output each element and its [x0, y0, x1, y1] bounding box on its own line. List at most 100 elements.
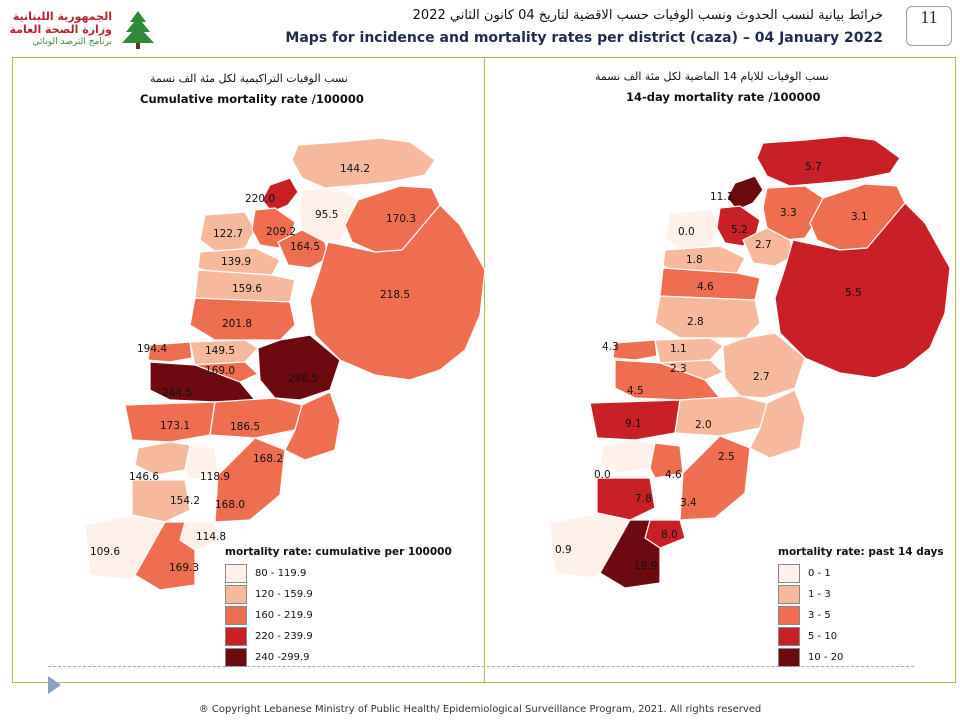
legend-item: 240 -299.9: [225, 647, 452, 668]
legend-item: 80 - 119.9: [225, 563, 452, 584]
legend-swatch: [778, 606, 800, 625]
district-value-label: 194.4: [137, 343, 167, 355]
district-value-label: 2.0: [695, 419, 712, 431]
district-value-label: 5.7: [805, 161, 822, 173]
legend-label: 3 - 5: [808, 610, 831, 621]
district-shape: [612, 339, 658, 361]
legend-item: 5 - 10: [778, 626, 944, 647]
district-value-label: 186.5: [230, 421, 260, 433]
district-value-label: 139.9: [221, 256, 251, 268]
district-value-label: 168.0: [215, 499, 245, 511]
logo-line-1: الجمهورية اللبنانية: [12, 10, 112, 23]
district-shape: [726, 175, 764, 211]
district-value-label: 9.1: [625, 418, 642, 430]
title-arabic: خرائط بيانية لنسب الحدوث ونسب الوفيات حس…: [412, 8, 883, 23]
slide-header: الجمهورية اللبنانية وزارة الصحة العامة ب…: [0, 0, 960, 56]
legend-label: 220 - 239.9: [255, 631, 313, 642]
district-value-label: 7.8: [635, 493, 652, 505]
logo-line-2: وزارة الصحة العامة: [9, 23, 113, 36]
district-value-label: 2.3: [670, 363, 687, 375]
district-value-label: 118.9: [200, 471, 230, 483]
legend-swatch: [225, 585, 247, 604]
district-value-label: 154.2: [170, 495, 200, 507]
right-title-english: 14-day mortality rate /100000: [626, 90, 821, 104]
14day-mortality-map: 5.7 11.1 3.3 3.1 0.0 5.2 2.7 1.8 5.5 4.6 2.8 4.3 1.1…: [549, 135, 951, 589]
district-shape: [131, 479, 191, 523]
logo-line-3: برنامج الترصد الوبائي: [32, 37, 112, 47]
legend-item: 160 - 219.9: [225, 605, 452, 626]
district-value-label: 3.3: [780, 207, 797, 219]
district-value-label: 173.1: [160, 420, 190, 432]
legend-swatch: [778, 648, 800, 667]
legend-item: 3 - 5: [778, 605, 944, 626]
district-value-label: 2.7: [755, 239, 772, 251]
district-shape: [189, 339, 259, 366]
left-legend: mortality rate: cumulative per 100000 80…: [225, 546, 452, 668]
legend-item: 10 - 20: [778, 647, 944, 668]
district-value-label: 5.5: [845, 287, 862, 299]
district-value-label: 209.2: [266, 226, 296, 238]
legend-swatch: [225, 627, 247, 646]
district-shape: [762, 185, 824, 241]
district-value-label: 1.1: [670, 343, 687, 355]
district-value-label: 109.6: [90, 546, 120, 558]
title-english: Maps for incidence and mortality rates p…: [285, 30, 883, 46]
cedar-icon: [122, 11, 154, 49]
district-shape: [674, 395, 768, 437]
legend-item: 0 - 1: [778, 563, 944, 584]
district-value-label: 286.5: [288, 373, 318, 385]
district-value-label: 169.3: [169, 562, 199, 574]
district-shape: [257, 334, 341, 401]
district-shape: [774, 202, 951, 379]
district-shape: [756, 135, 901, 187]
legend-swatch: [225, 564, 247, 583]
district-value-label: 169.0: [205, 365, 235, 377]
copyright-footer: ® Copyright Lebanese Ministry of Public …: [198, 704, 762, 715]
legend-label: 1 - 3: [808, 589, 831, 600]
district-value-label: 2.8: [687, 316, 704, 328]
district-value-label: 1.8: [686, 254, 703, 266]
district-shape: [284, 391, 341, 461]
district-value-label: 122.7: [213, 228, 243, 240]
district-shape: [664, 209, 721, 254]
district-shape: [309, 204, 486, 381]
district-value-label: 201.8: [222, 318, 252, 330]
district-value-label: 114.8: [196, 531, 226, 543]
district-value-label: 3.4: [680, 497, 697, 509]
district-shape: [589, 399, 681, 441]
district-shape: [654, 337, 724, 364]
legend-label: 160 - 219.9: [255, 610, 313, 621]
district-value-label: 5.2: [731, 224, 748, 236]
cumulative-mortality-map: 144.2 220.0 95.5 170.3 122.7 209.2 164.5 139.9 2…: [84, 137, 486, 591]
district-value-label: 168.2: [253, 453, 283, 465]
legend-label: 240 -299.9: [255, 652, 310, 663]
district-value-label: 19.9: [634, 560, 657, 572]
legend-swatch: [778, 585, 800, 604]
district-shape: [649, 442, 684, 479]
district-value-label: 170.3: [386, 213, 416, 225]
legend-label: 10 - 20: [808, 652, 844, 663]
right-legend: mortality rate: past 14 days 0 - 1 1 - 3 3…: [778, 546, 944, 668]
left-title-arabic: نسب الوفيات التراكيمية لكل مئة الف نسمة: [150, 72, 348, 85]
district-value-label: 218.5: [380, 289, 410, 301]
district-value-label: 95.5: [315, 209, 338, 221]
dashed-separator: [48, 666, 914, 667]
district-value-label: 11.1: [710, 191, 733, 203]
legend-swatch: [778, 627, 800, 646]
district-value-label: 0.0: [594, 469, 611, 481]
legend-label: 0 - 1: [808, 568, 831, 579]
district-value-label: 8.0: [661, 529, 678, 541]
district-value-label: 4.6: [665, 469, 682, 481]
legend-item: 120 - 159.9: [225, 584, 452, 605]
district-value-label: 3.1: [851, 211, 868, 223]
district-value-label: 4.5: [627, 385, 644, 397]
district-value-label: 159.6: [232, 283, 262, 295]
district-value-label: 2.7: [753, 371, 770, 383]
legend-label: 80 - 119.9: [255, 568, 307, 579]
panel-divider: [484, 57, 485, 683]
district-value-label: 164.5: [290, 241, 320, 253]
district-shape: [599, 519, 661, 589]
district-shape: [199, 211, 256, 256]
left-title-english: Cumulative mortality rate /100000: [140, 92, 364, 106]
district-shape: [596, 477, 656, 521]
